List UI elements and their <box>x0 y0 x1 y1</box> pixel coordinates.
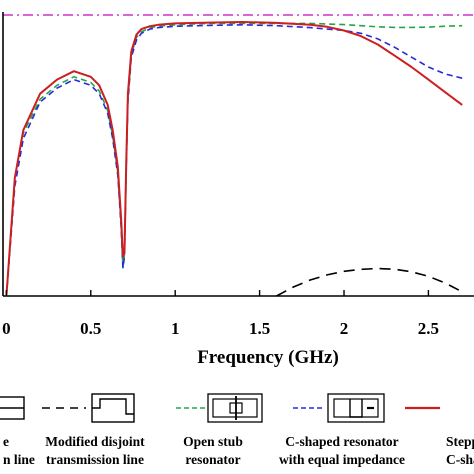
legend-label-line: n line <box>3 452 35 467</box>
series-line-0 <box>276 267 463 297</box>
legend-item-4: C-shaped resonator with equal impedance <box>279 393 405 467</box>
legend-label-line: Open stub <box>183 434 243 449</box>
legend-label-line: Stepped <box>446 434 474 449</box>
legend-item-3: Open stub resonator <box>176 393 263 467</box>
x-tick-label: 1.5 <box>249 319 270 338</box>
x-axis-label: Frequency (GHz) <box>197 347 339 368</box>
legend-symbol-c-shape <box>349 399 363 418</box>
x-axis-ticks: 0 0.5 1 1.5 2 2.5 <box>2 290 439 338</box>
legend-item-1: e n line <box>0 396 35 467</box>
x-tick-label: 0 <box>2 319 11 338</box>
series-line-1 <box>5 22 463 297</box>
legend: e n line Modified disjoint transmission lin… <box>0 393 474 467</box>
plot-area <box>2 12 474 297</box>
legend-symbol-box <box>207 393 263 423</box>
legend-label-line: Modified disjoint <box>45 434 145 449</box>
legend-label-line: resonator <box>185 452 240 467</box>
x-tick-label: 0.5 <box>80 319 101 338</box>
legend-label-line: e <box>3 434 9 449</box>
legend-symbol-stub-box <box>229 402 243 414</box>
legend-label-line: with equal impedance <box>279 452 405 467</box>
series-line-2 <box>5 24 463 297</box>
series-line-3 <box>5 21 463 297</box>
legend-label-line: C-shaped resonator <box>285 434 398 449</box>
x-tick-label: 1 <box>171 319 180 338</box>
legend-symbol-resonator <box>92 398 134 415</box>
legend-label-line: transmission line <box>46 452 144 467</box>
x-tick-label: 2.5 <box>418 319 439 338</box>
legend-symbol-box <box>327 393 385 423</box>
legend-item-5: Stepped C-shape <box>405 406 474 467</box>
legend-item-2: Modified disjoint transmission line <box>42 393 145 467</box>
legend-symbol-resonator <box>212 398 258 418</box>
x-tick-label: 2 <box>340 319 349 338</box>
legend-label-line: C-shape <box>446 452 474 467</box>
